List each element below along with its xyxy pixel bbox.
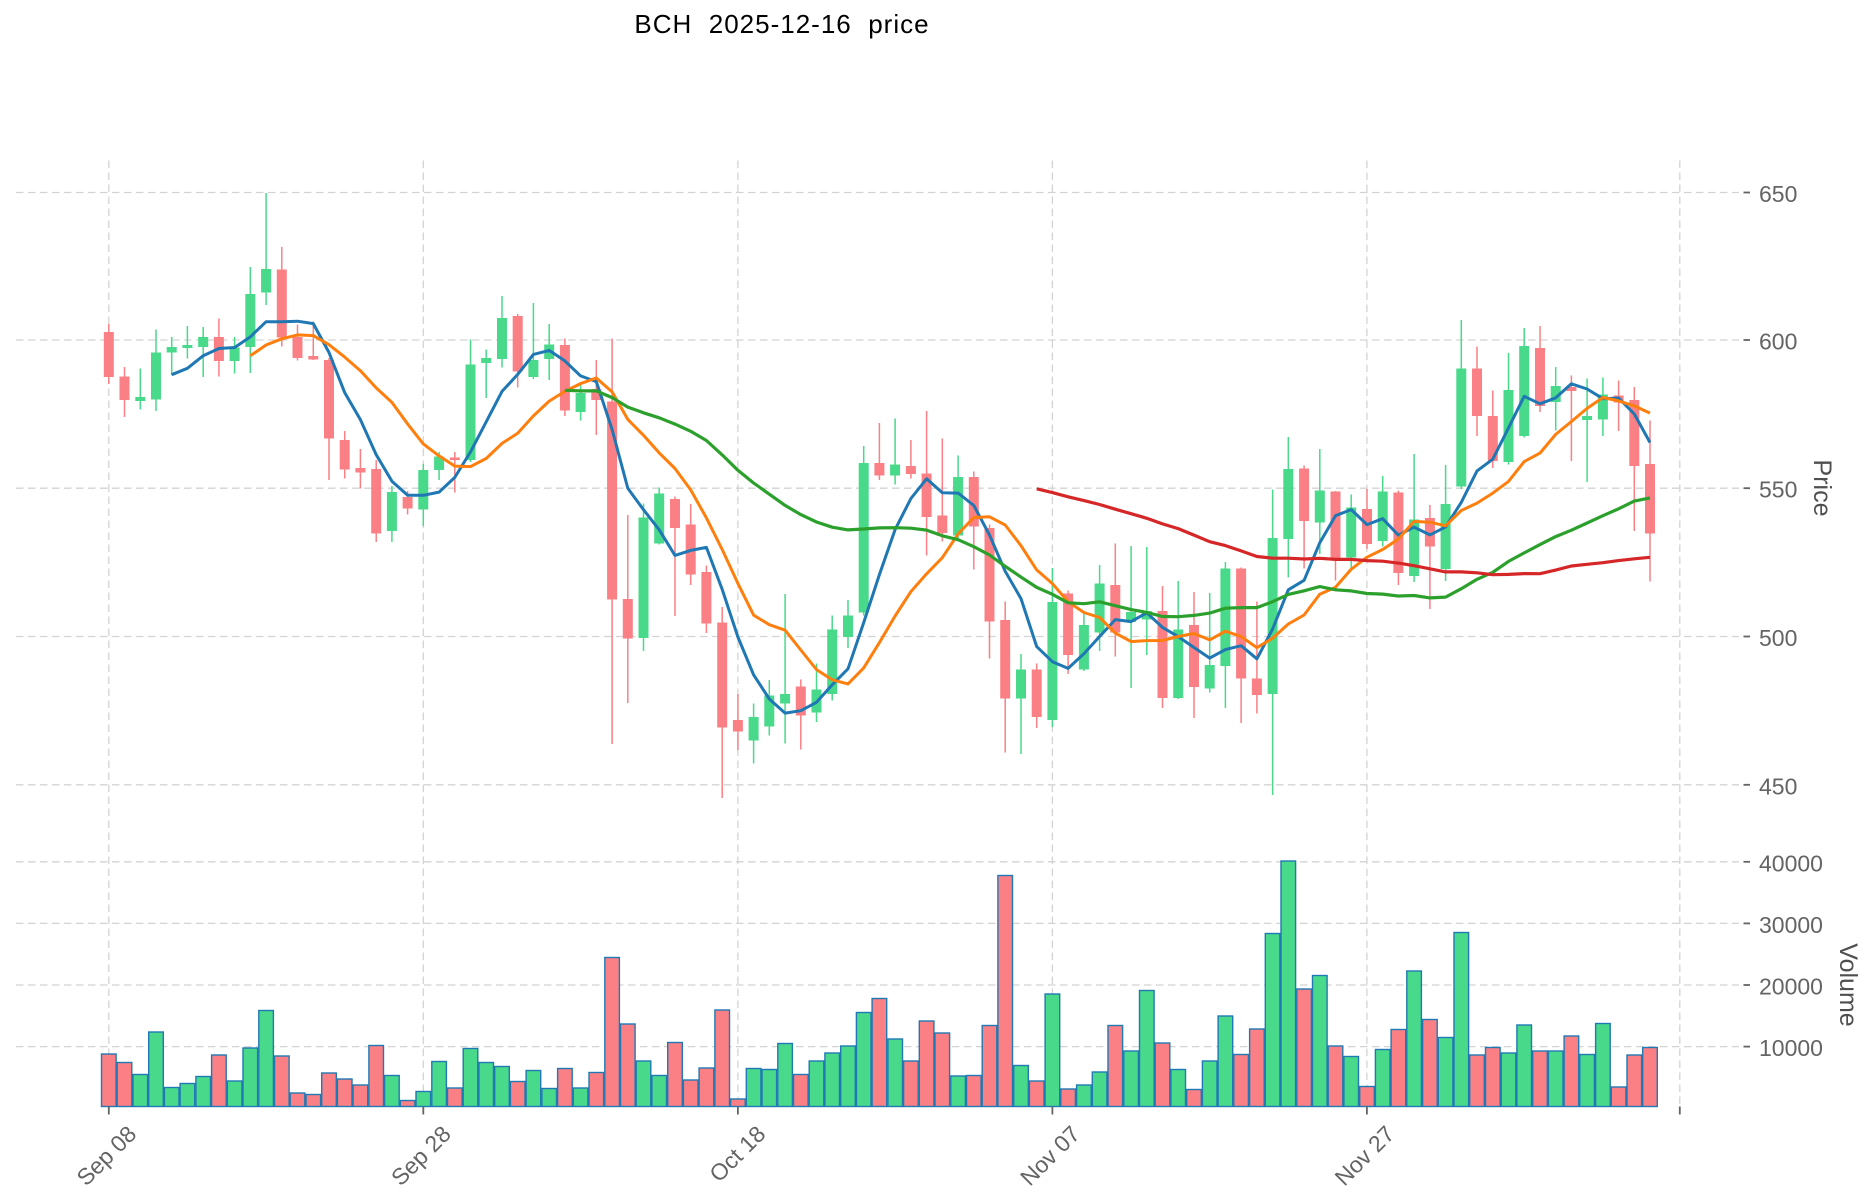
svg-text:600: 600 [1759,329,1797,355]
svg-text:10000: 10000 [1759,1035,1823,1061]
svg-text:650: 650 [1759,181,1797,207]
svg-text:Price: Price [1808,460,1836,517]
svg-text:450: 450 [1759,773,1797,799]
svg-text:30000: 30000 [1759,912,1823,938]
svg-text:Volume: Volume [1834,943,1862,1026]
svg-text:BCH 2025-12-16 price: BCH 2025-12-16 price [634,9,929,39]
svg-text:40000: 40000 [1759,850,1823,876]
svg-text:550: 550 [1759,477,1797,503]
svg-text:20000: 20000 [1759,974,1823,1000]
svg-text:500: 500 [1759,625,1797,651]
